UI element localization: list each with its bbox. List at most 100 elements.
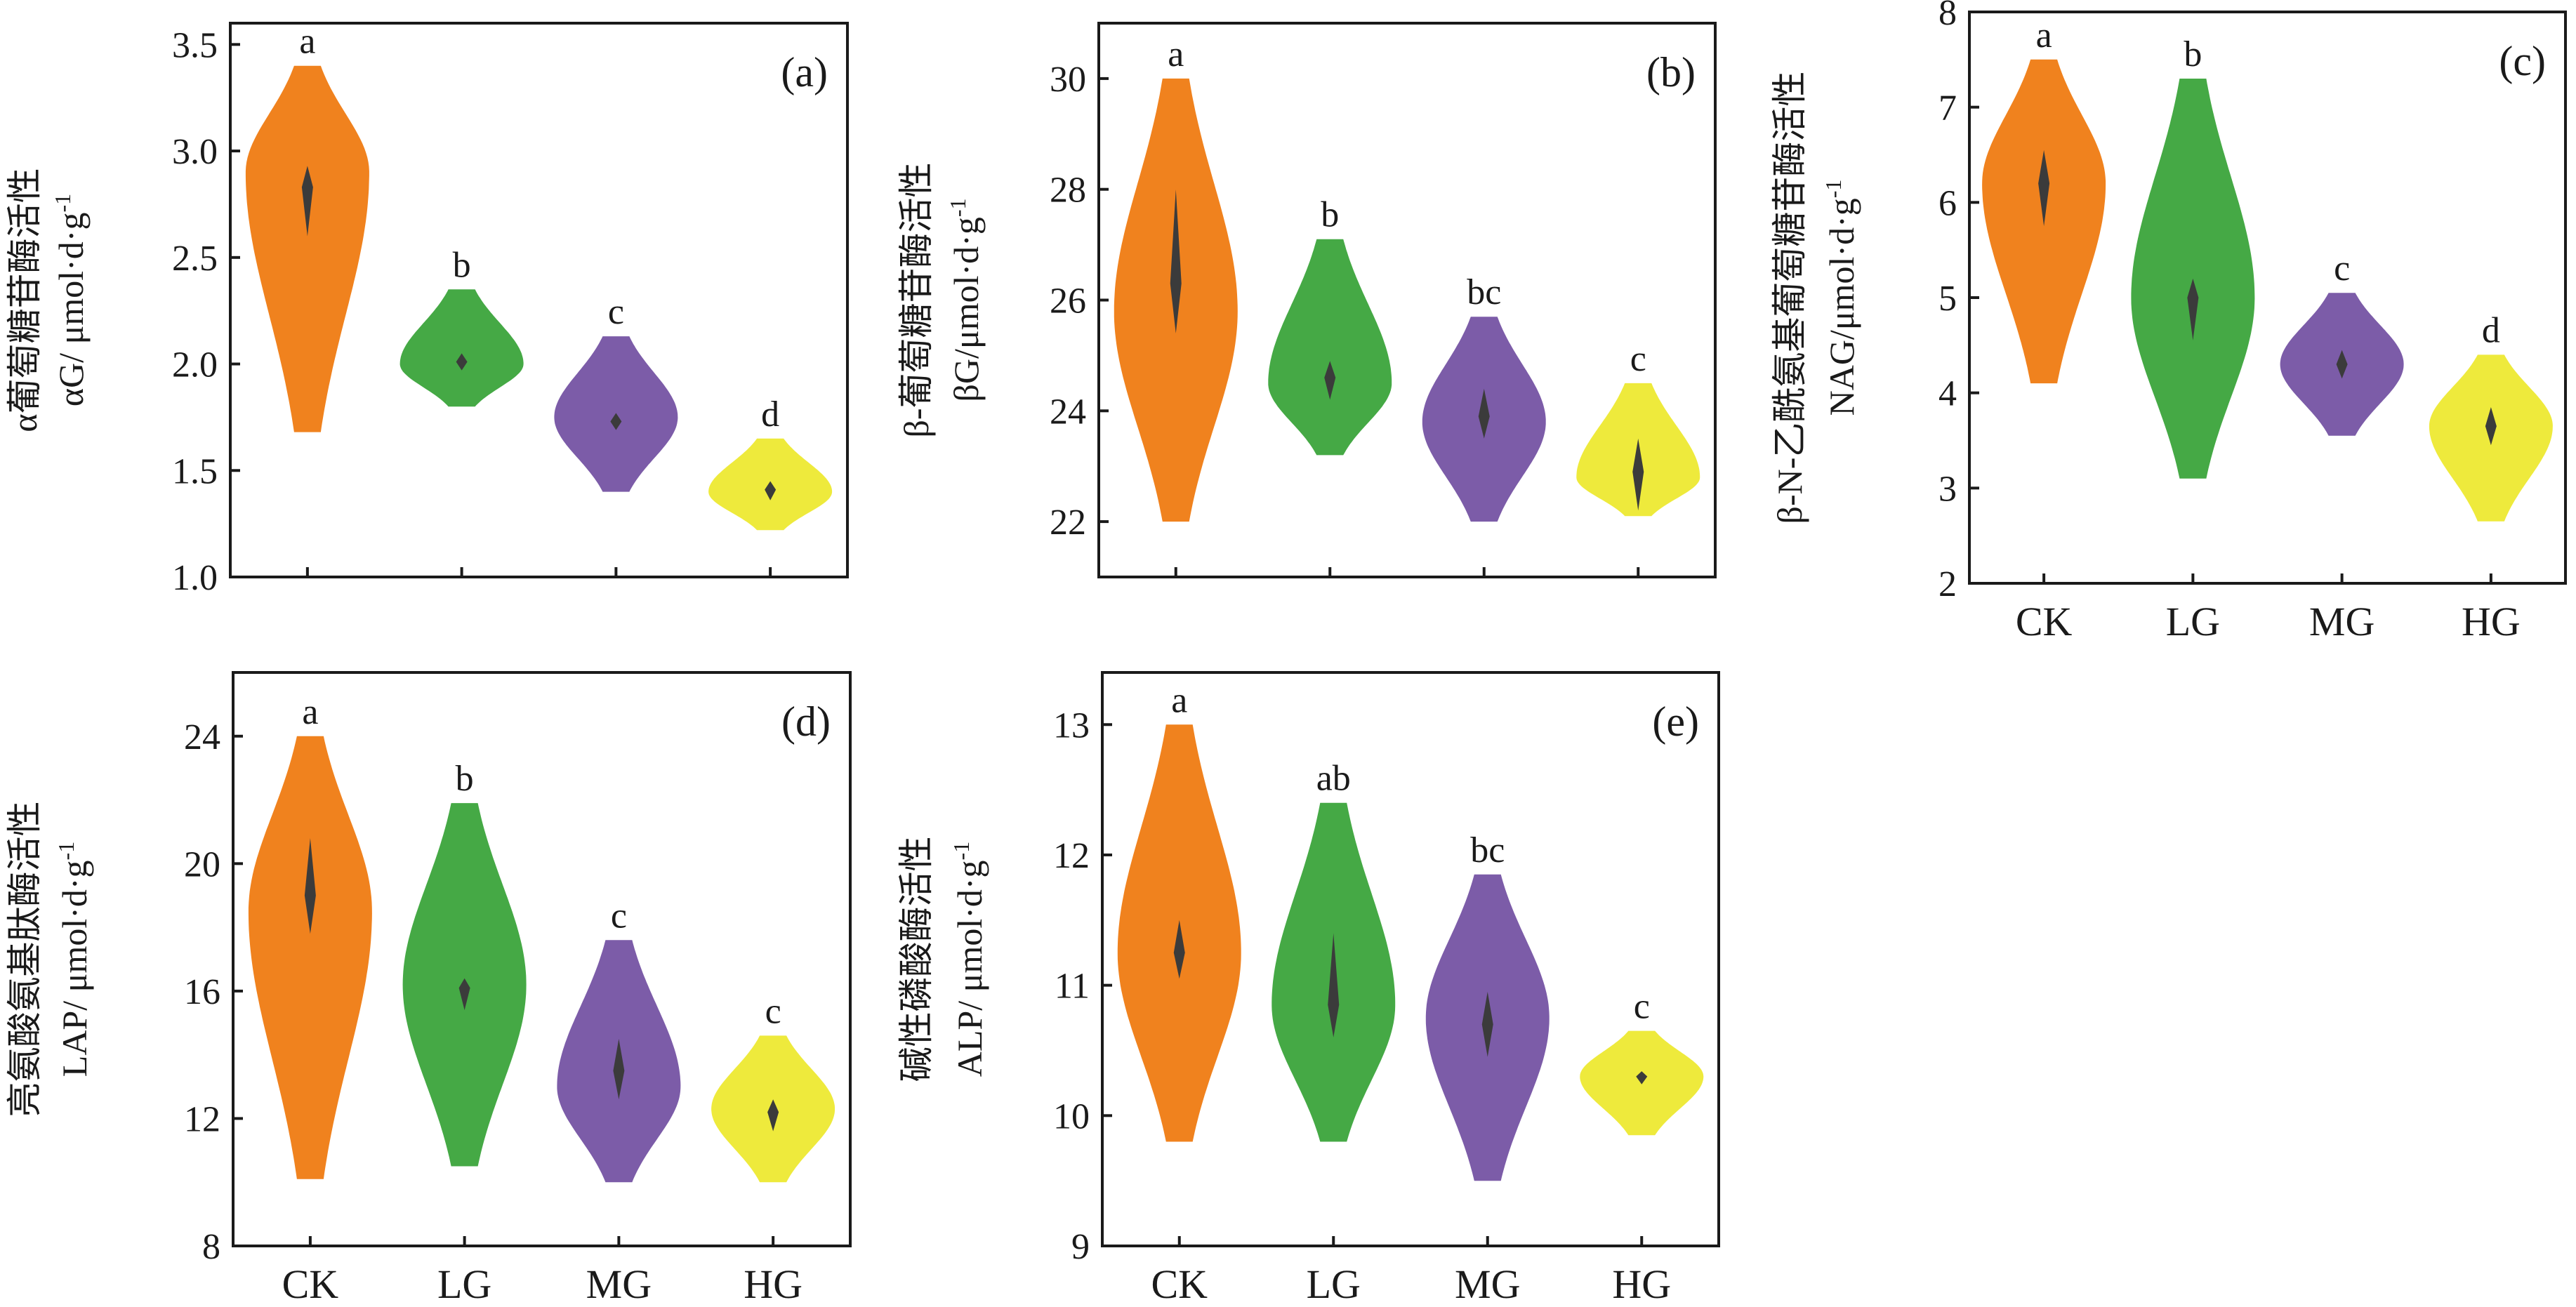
panel-letter: (a) [781,49,828,95]
y-tick-label: 7 [1938,88,1957,128]
y-tick-label: 30 [1050,60,1086,100]
median-marker-MG [613,1038,625,1100]
violin-CK [245,65,369,432]
y-tick-label: 6 [1938,183,1957,223]
x-tick-label-HG: HG [2462,599,2521,644]
sig-letter-CK: a [302,692,318,732]
median-marker-HG [2485,407,2497,446]
y-tick-label: 2 [1938,564,1957,604]
y-tick-label: 1.0 [172,558,218,598]
panel-b: a b bc c 22 24 26 28 30 (b) β-葡萄糖苷酶活性 βG/μmol·d·g-1 [897,22,1717,578]
y-tick-label: 2.0 [172,345,218,385]
sig-letter-LG: b [2184,34,2202,74]
median-marker-CK [304,838,316,934]
sig-letter-LG: b [453,245,471,285]
median-marker-MG [2336,350,2348,379]
y-axis-label-superscript: -1 [53,842,79,861]
y-tick-label: 9 [1071,1227,1090,1267]
y-axis-label-line1: α葡萄糖苷酶活性 [5,168,44,432]
sig-letter-LG: b [1321,195,1339,235]
sig-letter-MG: bc [1467,272,1501,312]
panel-c: a b c d 2 3 4 5 6 7 8 CK LG MG HG (c) β-N-乙酰氨基葡萄糖苷酶活性 NAG… [1770,0,2567,644]
panel-e: a ab bc c 9 10 11 12 13 CK LG MG HG (e) 碱性磷酸酶活性 ALP/ μm… [897,671,1720,1307]
y-tick-label: 3 [1938,469,1957,509]
y-tick-label: 5 [1938,279,1957,319]
x-tick-label-LG: LG [2166,599,2220,644]
panel-letter: (d) [781,698,831,745]
y-tick-label: 26 [1050,281,1086,321]
sig-letter-MG: c [608,292,624,332]
sig-letter-HG: c [765,991,781,1031]
median-marker-HG [1632,438,1644,511]
y-tick-label: 2.5 [172,239,218,279]
sig-letter-CK: a [1168,34,1184,74]
y-tick-label: 12 [1053,836,1090,876]
panel-letter: (e) [1652,698,1699,745]
median-marker-CK [1173,920,1185,979]
median-marker-CK [1170,189,1182,333]
median-marker-MG [1478,388,1490,439]
x-tick-label-MG: MG [2309,599,2374,644]
y-axis-label-line2: βG/μmol·d·g-1 [945,199,986,402]
plot-frame [1101,671,1720,1247]
y-tick-label: 13 [1053,705,1090,745]
y-tick-label: 8 [1938,0,1957,33]
panel-d: a b c c 8 12 16 20 24 CK LG MG HG (d) 亮氨酸氨基肽酶活性 LAP/ μm… [5,671,852,1307]
y-axis-label-line2: αG/ μmol·d·g-1 [50,194,91,406]
x-tick-label-LG: LG [437,1261,491,1307]
sig-letter-HG: c [1630,339,1646,379]
median-marker-MG [1481,991,1493,1057]
median-marker-HG [1636,1071,1648,1084]
y-tick-label: 24 [1050,392,1086,432]
plot-frame [232,671,852,1247]
y-tick-label: 16 [184,972,220,1012]
median-marker-LG [2187,278,2199,341]
median-marker-HG [765,481,777,500]
x-tick-label-CK: CK [282,1261,339,1307]
y-axis-label-superscript: -1 [949,842,974,861]
x-tick-label-LG: LG [1307,1261,1361,1307]
y-axis-label-superscript: -1 [945,199,970,218]
median-marker-CK [2038,150,2050,227]
sig-letter-CK: a [1171,680,1187,720]
y-axis-label-line2: LAP/ μmol·d·g-1 [53,842,94,1077]
sig-letter-CK: a [2036,15,2052,55]
panel-a: a b c d 1.0 1.5 2.0 2.5 3.0 3.5 (a) α葡萄糖苷酶活性 αG/ μmo… [5,22,849,598]
y-tick-label: 3.5 [172,25,218,65]
y-tick-label: 11 [1055,967,1090,1007]
median-marker-LG [1324,361,1336,400]
violin-CK [248,736,372,1179]
violin-LG [1268,239,1392,456]
y-tick-label: 4 [1938,374,1957,414]
y-tick-label: 8 [202,1227,220,1267]
sig-letter-MG: c [2334,248,2350,288]
y-axis-label-line2: ALP/ μmol·d·g-1 [949,842,989,1077]
y-tick-label: 24 [184,717,220,757]
y-tick-label: 10 [1053,1096,1090,1136]
y-axis-label-line2: NAG/μmol·d·g-1 [1821,180,1861,416]
sig-letter-HG: d [761,394,779,434]
y-tick-label: 22 [1050,503,1086,543]
y-tick-label: 1.5 [172,451,218,491]
violin-LG [2131,79,2255,479]
y-axis-label-superscript: -1 [50,194,75,213]
panel-letter: (c) [2499,38,2546,84]
sig-letter-LG: b [456,759,474,799]
violin-LG [399,289,524,407]
y-axis-label-line1: 碱性磷酸酶活性 [897,837,936,1082]
y-tick-label: 28 [1050,171,1086,211]
median-marker-CK [301,166,313,237]
x-tick-label-CK: CK [2016,599,2073,644]
median-marker-MG [610,413,622,430]
plot-frame [229,22,849,578]
x-tick-label-HG: HG [744,1261,802,1307]
y-axis-label-superscript: -1 [1821,180,1846,199]
x-tick-label-CK: CK [1151,1261,1208,1307]
y-tick-label: 3.0 [172,132,218,172]
median-marker-HG [767,1099,779,1132]
y-tick-label: 12 [184,1099,220,1139]
y-axis-label-line1: 亮氨酸氨基肽酶活性 [5,802,44,1117]
median-marker-LG [456,353,468,371]
median-marker-LG [458,978,470,1011]
